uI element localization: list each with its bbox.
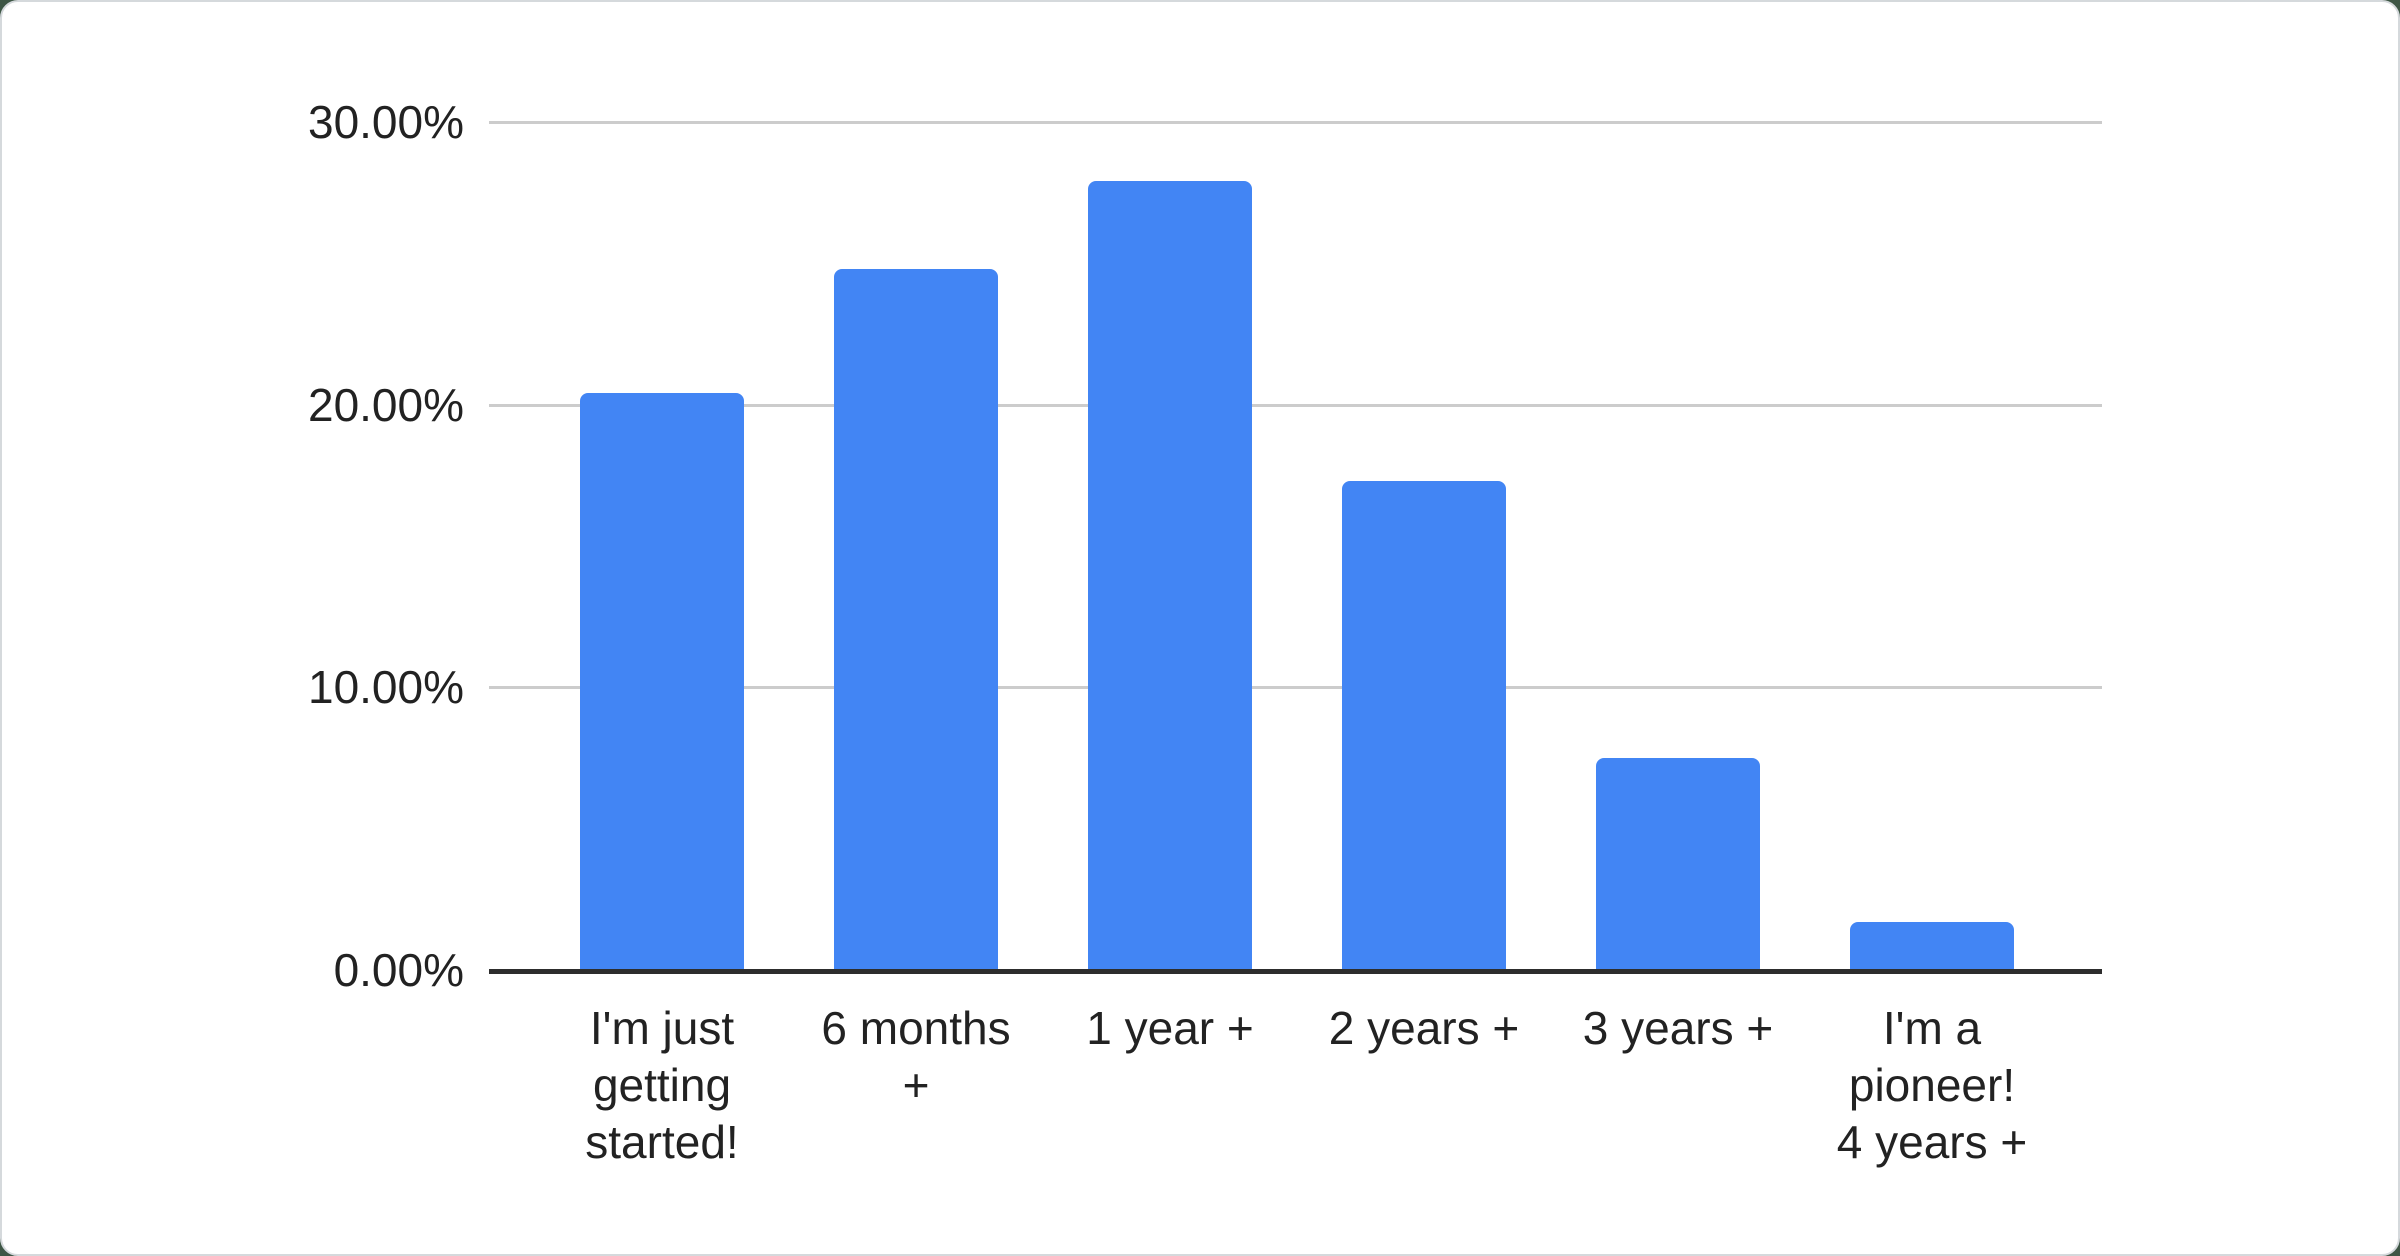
x-category-label: I'm a pioneer! 4 years + <box>1836 1002 2028 1168</box>
y-tick-label: 20.00% <box>307 378 464 431</box>
bar-4[interactable] <box>1596 758 1760 970</box>
x-category-label: 6 months + <box>821 1002 1011 1111</box>
gridline-30 <box>489 121 2102 124</box>
x-category-label: 1 year + <box>1086 1002 1254 1054</box>
bar-2[interactable] <box>1088 181 1252 970</box>
x-category-label: I'm just getting started! <box>585 1002 739 1168</box>
x-axis-line <box>489 969 2102 974</box>
y-tick-label: 30.00% <box>307 96 464 148</box>
gridline-10 <box>489 686 2102 690</box>
y-tick-label: 0.00% <box>333 944 464 996</box>
bar-3[interactable] <box>1342 481 1506 970</box>
bar-5[interactable] <box>1850 922 2014 970</box>
bar-1[interactable] <box>834 269 998 970</box>
y-tick-label: 10.00% <box>307 661 464 714</box>
bar-0[interactable] <box>580 393 744 970</box>
gridline-20 <box>489 403 2102 407</box>
x-category-label: 2 years + <box>1328 1002 1520 1054</box>
x-category-label: 3 years + <box>1582 1002 1774 1054</box>
